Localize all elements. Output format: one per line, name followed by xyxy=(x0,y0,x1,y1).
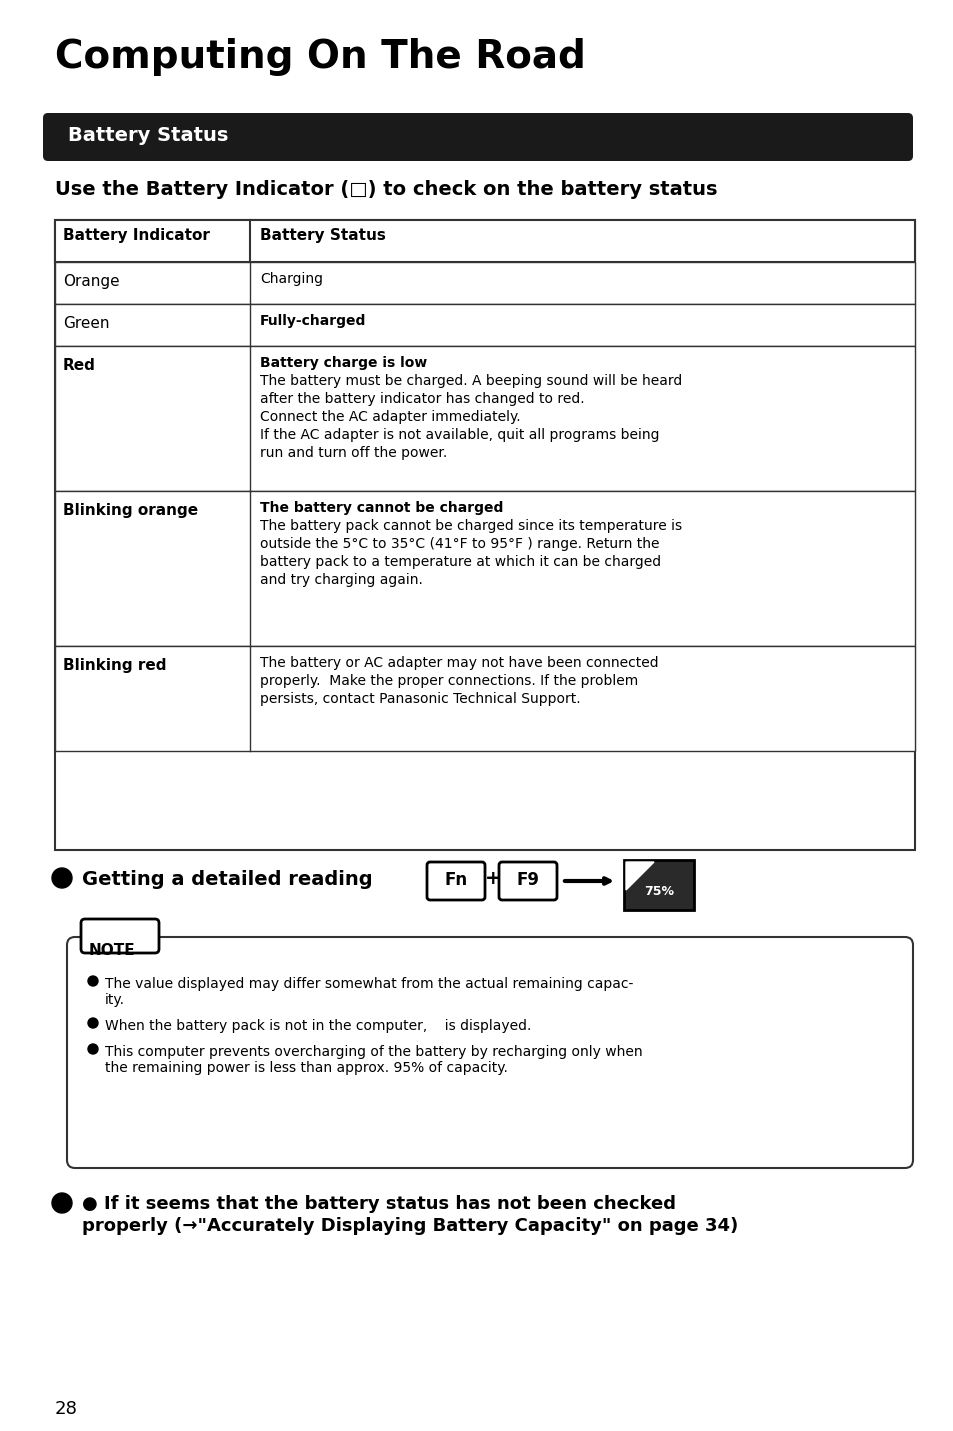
Text: Fully-charged: Fully-charged xyxy=(260,313,366,328)
Text: The value displayed may differ somewhat from the actual remaining capac-: The value displayed may differ somewhat … xyxy=(105,977,633,992)
Circle shape xyxy=(88,1017,98,1027)
Text: Charging: Charging xyxy=(260,272,323,286)
Text: persists, contact Panasonic Technical Support.: persists, contact Panasonic Technical Su… xyxy=(260,693,580,705)
Text: Green: Green xyxy=(63,316,110,331)
Text: The battery pack cannot be charged since its temperature is: The battery pack cannot be charged since… xyxy=(260,519,681,532)
Text: Red: Red xyxy=(63,358,95,373)
Text: Blinking orange: Blinking orange xyxy=(63,504,198,518)
Text: Getting a detailed reading: Getting a detailed reading xyxy=(82,870,373,889)
Bar xyxy=(55,491,914,645)
Bar xyxy=(55,262,914,303)
Bar xyxy=(55,220,914,850)
Text: Battery Status: Battery Status xyxy=(68,126,228,145)
Bar xyxy=(55,346,914,491)
Circle shape xyxy=(52,1193,71,1213)
Text: The battery must be charged. A beeping sound will be heard: The battery must be charged. A beeping s… xyxy=(260,373,681,388)
Text: The battery cannot be charged: The battery cannot be charged xyxy=(260,501,503,515)
Text: properly.  Make the proper connections. If the problem: properly. Make the proper connections. I… xyxy=(260,674,638,688)
Text: battery pack to a temperature at which it can be charged: battery pack to a temperature at which i… xyxy=(260,555,660,570)
Text: Fn: Fn xyxy=(444,871,467,889)
Text: This computer prevents overcharging of the battery by recharging only when: This computer prevents overcharging of t… xyxy=(105,1045,642,1059)
Text: Battery Indicator: Battery Indicator xyxy=(63,228,210,243)
Text: after the battery indicator has changed to red.: after the battery indicator has changed … xyxy=(260,392,584,406)
Circle shape xyxy=(52,869,71,889)
Text: If the AC adapter is not available, quit all programs being: If the AC adapter is not available, quit… xyxy=(260,428,659,442)
Text: Use the Battery Indicator (□) to check on the battery status: Use the Battery Indicator (□) to check o… xyxy=(55,180,717,199)
Text: Computing On The Road: Computing On The Road xyxy=(55,39,585,76)
Text: ● If it seems that the battery status has not been checked: ● If it seems that the battery status ha… xyxy=(82,1195,676,1213)
Text: Orange: Orange xyxy=(63,273,119,289)
Bar xyxy=(55,303,914,346)
FancyBboxPatch shape xyxy=(498,861,557,900)
FancyBboxPatch shape xyxy=(67,937,912,1168)
Bar xyxy=(55,645,914,751)
Text: and try charging again.: and try charging again. xyxy=(260,572,422,587)
Text: Battery charge is low: Battery charge is low xyxy=(260,356,427,371)
Bar xyxy=(623,860,693,910)
Text: the remaining power is less than approx. 95% of capacity.: the remaining power is less than approx.… xyxy=(105,1060,507,1075)
Text: ity.: ity. xyxy=(105,993,125,1007)
Text: 28: 28 xyxy=(55,1400,78,1418)
Text: +: + xyxy=(484,869,501,889)
Text: NOTE: NOTE xyxy=(89,943,135,957)
Bar xyxy=(55,220,914,262)
FancyBboxPatch shape xyxy=(43,113,912,162)
Text: Battery Status: Battery Status xyxy=(260,228,385,243)
Circle shape xyxy=(88,976,98,986)
FancyBboxPatch shape xyxy=(81,919,159,953)
Text: When the battery pack is not in the computer,    is displayed.: When the battery pack is not in the comp… xyxy=(105,1019,531,1033)
Text: outside the 5°C to 35°C (41°F to 95°F ) range. Return the: outside the 5°C to 35°C (41°F to 95°F ) … xyxy=(260,537,659,551)
Text: run and turn off the power.: run and turn off the power. xyxy=(260,446,447,459)
Text: Blinking red: Blinking red xyxy=(63,658,167,673)
Text: properly (→"Accurately Displaying Battery Capacity" on page 34): properly (→"Accurately Displaying Batter… xyxy=(82,1216,738,1235)
Polygon shape xyxy=(625,861,654,890)
Text: Connect the AC adapter immediately.: Connect the AC adapter immediately. xyxy=(260,411,520,424)
Text: The battery or AC adapter may not have been connected: The battery or AC adapter may not have b… xyxy=(260,655,658,670)
Circle shape xyxy=(88,1045,98,1055)
Text: F9: F9 xyxy=(516,871,539,889)
Text: 75%: 75% xyxy=(643,884,673,899)
FancyBboxPatch shape xyxy=(427,861,484,900)
